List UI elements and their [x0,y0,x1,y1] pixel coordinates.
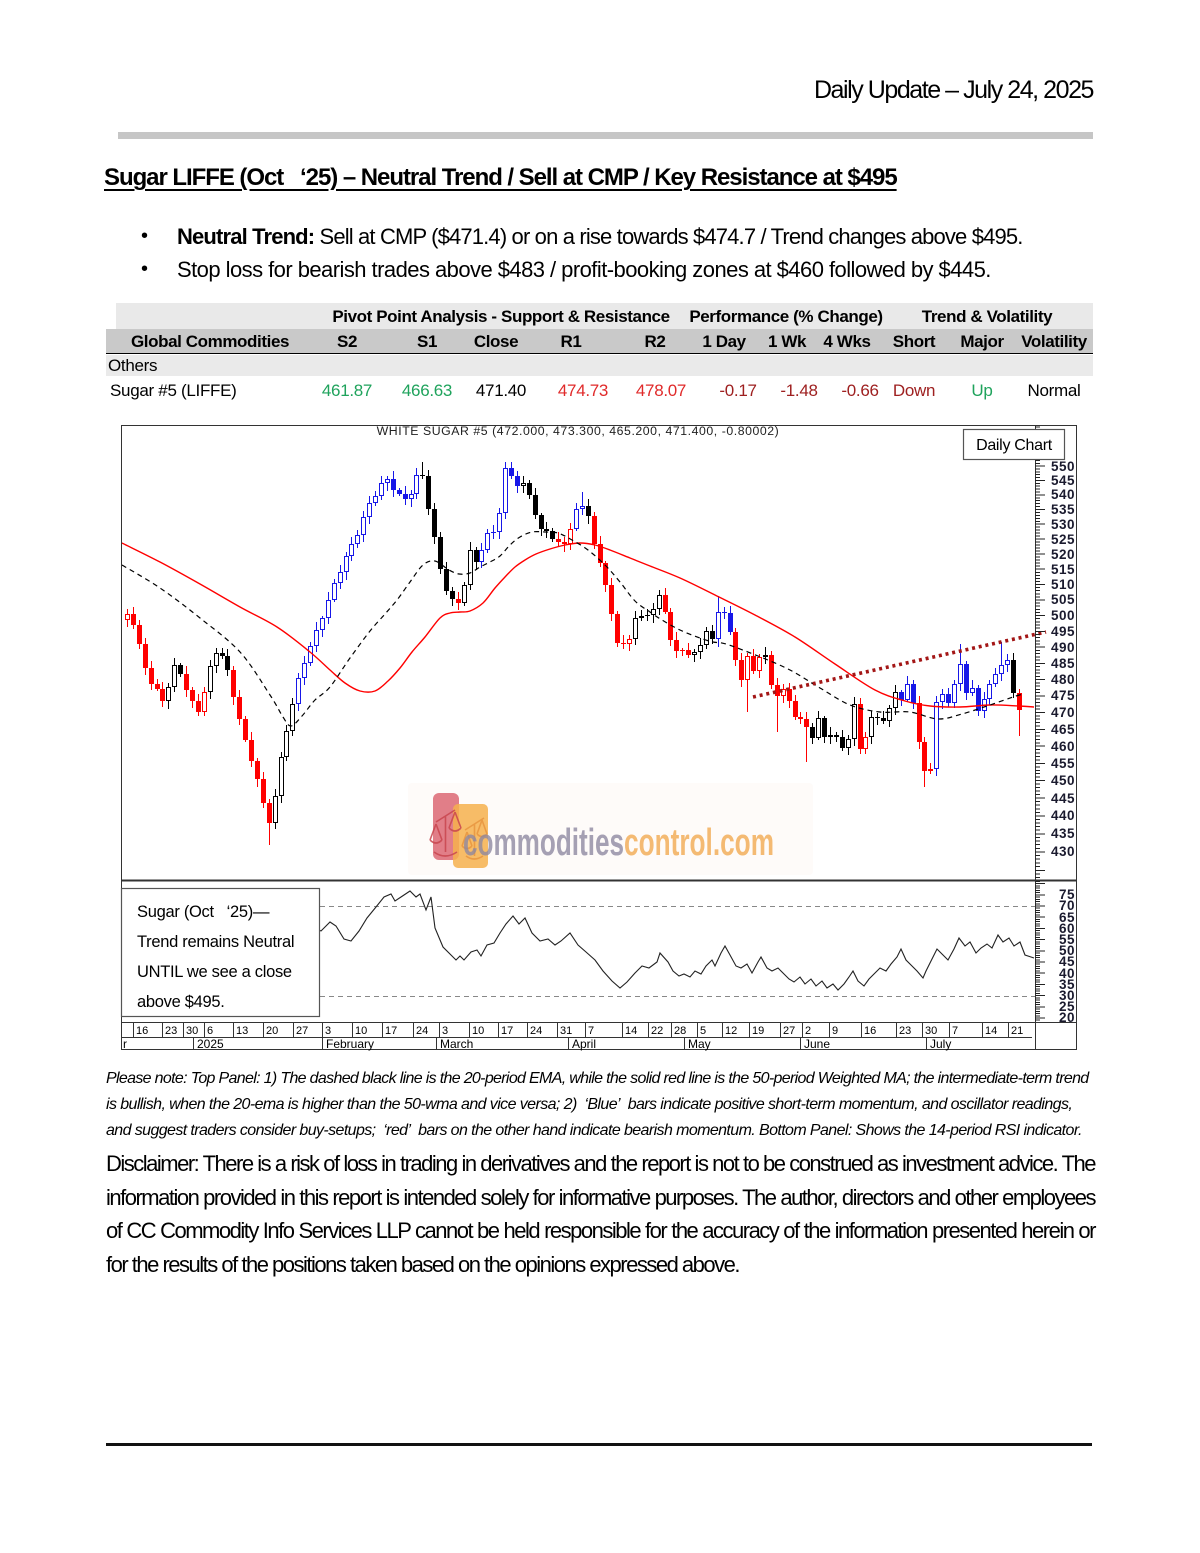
svg-text:March: March [440,1037,473,1051]
svg-text:20: 20 [266,1025,278,1037]
svg-text:Sugar (Oct ‘25)—: Sugar (Oct ‘25)— [137,903,270,921]
svg-text:16: 16 [136,1025,148,1037]
svg-text:13: 13 [236,1025,248,1037]
svg-text:25: 25 [1059,999,1075,1014]
svg-text:35: 35 [1059,977,1075,992]
svg-text:520: 520 [1051,547,1075,562]
svg-text:9: 9 [832,1025,838,1037]
svg-text:475: 475 [1051,688,1075,703]
svg-text:3: 3 [442,1025,448,1037]
svg-text:3: 3 [325,1025,331,1037]
svg-text:5: 5 [700,1025,706,1037]
svg-text:65: 65 [1059,910,1075,925]
svg-text:485: 485 [1051,656,1075,671]
svg-text:50: 50 [1059,943,1075,958]
svg-text:2025: 2025 [197,1037,224,1051]
svg-text:Trend remains Neutral: Trend remains Neutral [137,933,294,951]
svg-text:30: 30 [186,1025,198,1037]
svg-text:440: 440 [1051,808,1075,823]
svg-text:450: 450 [1051,773,1075,788]
svg-text:23: 23 [165,1025,177,1037]
svg-text:515: 515 [1051,562,1075,577]
svg-text:525: 525 [1051,532,1075,547]
svg-text:14: 14 [985,1025,997,1037]
svg-text:UNTIL we see a close: UNTIL we see a close [137,963,292,981]
svg-text:45: 45 [1059,954,1075,969]
svg-text:21: 21 [1011,1025,1023,1037]
svg-text:Daily Chart: Daily Chart [976,437,1053,454]
svg-text:545: 545 [1051,473,1075,488]
svg-text:535: 535 [1051,502,1075,517]
svg-text:510: 510 [1051,577,1075,592]
svg-text:455: 455 [1051,756,1075,771]
svg-text:31: 31 [560,1025,572,1037]
svg-text:470: 470 [1051,705,1075,720]
svg-text:r: r [123,1037,127,1051]
svg-text:540: 540 [1051,487,1075,502]
svg-text:40: 40 [1059,966,1075,981]
svg-text:WHITE SUGAR #5 (472.000, 473.3: WHITE SUGAR #5 (472.000, 473.300, 465.20… [377,424,780,438]
svg-text:430: 430 [1051,844,1075,859]
svg-text:12: 12 [725,1025,737,1037]
svg-text:480: 480 [1051,672,1075,687]
svg-text:27: 27 [783,1025,795,1037]
svg-text:April: April [572,1037,596,1051]
svg-text:435: 435 [1051,826,1075,841]
svg-text:55: 55 [1059,932,1075,947]
svg-text:27: 27 [296,1025,308,1037]
svg-text:30: 30 [925,1025,937,1037]
svg-text:17: 17 [501,1025,513,1037]
svg-text:60: 60 [1059,921,1075,936]
svg-text:February: February [326,1037,374,1051]
svg-text:28: 28 [674,1025,686,1037]
svg-text:465: 465 [1051,722,1075,737]
svg-text:445: 445 [1051,791,1075,806]
svg-text:16: 16 [864,1025,876,1037]
svg-text:above $495.: above $495. [137,993,225,1011]
svg-text:14: 14 [625,1025,637,1037]
svg-text:550: 550 [1051,459,1075,474]
svg-text:70: 70 [1059,898,1075,913]
svg-text:20: 20 [1059,1010,1075,1025]
svg-text:495: 495 [1051,624,1075,639]
svg-text:7: 7 [588,1025,594,1037]
svg-text:30: 30 [1059,988,1075,1003]
svg-text:19: 19 [752,1025,764,1037]
svg-text:control.com: control.com [624,822,774,864]
svg-text:July: July [930,1037,951,1051]
svg-text:500: 500 [1051,608,1075,623]
svg-text:22: 22 [651,1025,663,1037]
svg-text:505: 505 [1051,592,1075,607]
svg-text:10: 10 [355,1025,367,1037]
svg-text:24: 24 [416,1025,428,1037]
svg-text:2: 2 [805,1025,811,1037]
svg-text:530: 530 [1051,517,1075,532]
svg-text:23: 23 [899,1025,911,1037]
svg-text:24: 24 [530,1025,542,1037]
svg-text:460: 460 [1051,739,1075,754]
svg-text:June: June [804,1037,830,1051]
svg-text:10: 10 [472,1025,484,1037]
svg-text:May: May [688,1037,711,1051]
svg-text:commodities: commodities [463,822,624,864]
svg-text:6: 6 [207,1025,213,1037]
svg-text:75: 75 [1059,887,1075,902]
svg-text:17: 17 [385,1025,397,1037]
svg-text:7: 7 [952,1025,958,1037]
svg-text:490: 490 [1051,640,1075,655]
